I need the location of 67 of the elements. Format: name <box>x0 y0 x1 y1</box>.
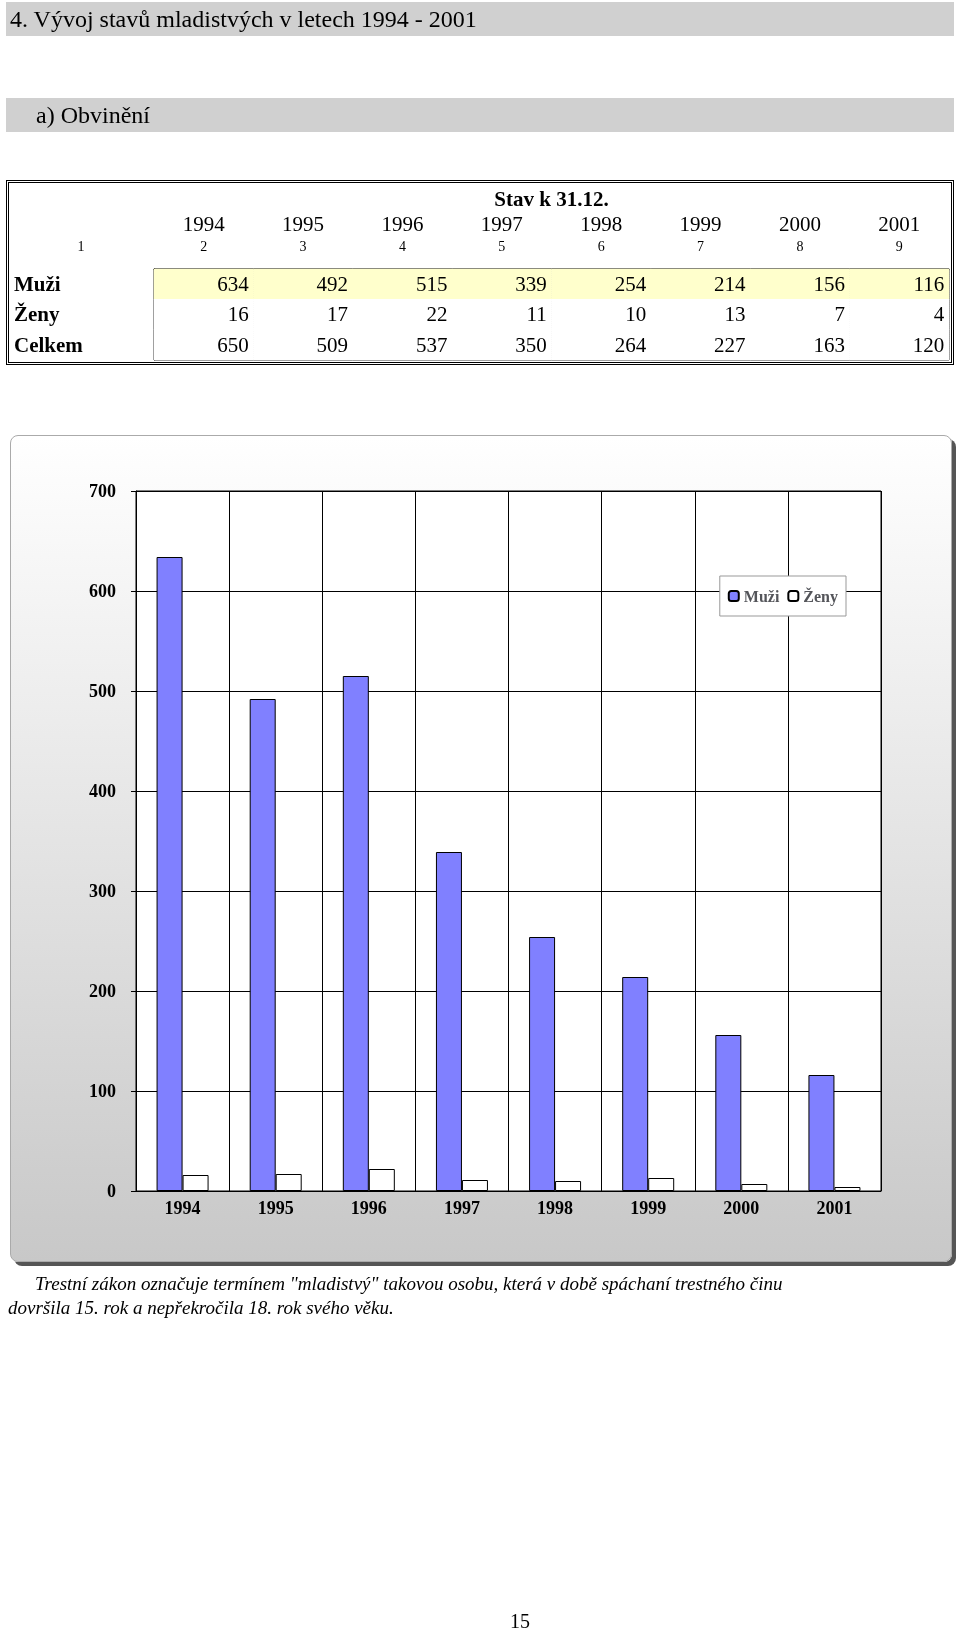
data-label: 350 <box>515 332 547 357</box>
data-label: 254 <box>614 272 647 297</box>
chart-subtitle: a) Obvinění <box>6 98 954 132</box>
data-label: 163 <box>813 332 845 357</box>
chart-title: 4. Vývoj stavů mladistvých v letech 1994 - 2001 <box>6 2 954 36</box>
data-label: 156 <box>813 272 845 297</box>
x-tick-label: 2001 <box>878 212 921 237</box>
y-tick-label: Celkem <box>14 332 84 357</box>
data-label: 515 <box>415 272 448 297</box>
data-label: 339 <box>515 272 547 297</box>
x-tick-label: 1997 <box>443 1198 480 1218</box>
x-tick-label: 2000 <box>723 1198 760 1218</box>
legend-label: Muži <box>743 587 780 605</box>
x-tick-label: 1996 <box>381 212 424 237</box>
text: 4 <box>398 238 406 254</box>
x-tick-label: 1996 <box>350 1198 387 1218</box>
y-tick-label: 400 <box>89 781 116 801</box>
text: 1 <box>77 238 85 254</box>
data-label: 537 <box>415 332 448 357</box>
text: Trestní zákon označuje termínem "mladistvý" takovou osobu, která v době spáchaní trestného činu dovršila 15. rok a nepřekročila 18. rok svého věku. <box>8 1272 784 1320</box>
data-label: 214 <box>714 272 746 297</box>
data-label: 650 <box>217 332 249 357</box>
data-label: 264 <box>614 332 647 357</box>
data-label: 492 <box>316 272 348 297</box>
x-tick-label: 2000 <box>778 212 821 237</box>
y-tick-label: Ženy <box>14 302 61 327</box>
x-tick-label: 1998 <box>537 1198 574 1218</box>
data-label: 116 <box>913 272 945 297</box>
data-label: 10 <box>625 302 647 327</box>
y-tick-label: 500 <box>89 681 116 701</box>
text: 6 <box>597 238 605 254</box>
x-tick-label: 1998 <box>580 212 623 237</box>
y-tick-label: 700 <box>89 481 116 501</box>
y-tick-label: 0 <box>107 1181 116 1201</box>
data-label: 227 <box>714 332 746 357</box>
text: 5 <box>498 238 506 254</box>
y-tick-label: Muži <box>14 272 61 297</box>
data-label: 4 <box>933 302 945 327</box>
text: 7 <box>697 238 705 254</box>
text: 2 <box>200 238 208 254</box>
data-label: 7 <box>834 302 845 327</box>
data-label: 509 <box>316 332 348 357</box>
y-tick-label: 600 <box>89 581 116 601</box>
y-tick-label: 300 <box>89 881 116 901</box>
data-label: 11 <box>526 302 547 327</box>
data-label: 634 <box>217 272 250 297</box>
x-tick-label: 1994 <box>182 212 226 237</box>
data-label: 16 <box>227 302 249 327</box>
data-label: 17 <box>327 302 348 327</box>
text: 8 <box>796 238 804 254</box>
x-tick-label: 1994 <box>164 1198 201 1218</box>
x-tick-label: 1995 <box>257 1198 294 1218</box>
data-label: 22 <box>426 302 448 327</box>
x-tick-label: 1997 <box>480 212 523 237</box>
x-tick-label: 1999 <box>679 212 722 237</box>
x-tick-label: 1999 <box>630 1198 667 1218</box>
legend-label: Ženy <box>803 586 838 606</box>
y-tick-label: 200 <box>89 981 116 1001</box>
text: 3 <box>299 238 307 254</box>
data-label: 13 <box>724 302 746 327</box>
x-tick-label: 2001 <box>816 1198 853 1218</box>
y-tick-label: 100 <box>89 1081 116 1101</box>
x-axis-title: Stav k 31.12. <box>494 186 609 211</box>
text: 9 <box>895 238 903 254</box>
x-tick-label: 1995 <box>282 212 325 237</box>
text: 15 <box>509 1610 531 1633</box>
data-label: 120 <box>912 332 945 357</box>
